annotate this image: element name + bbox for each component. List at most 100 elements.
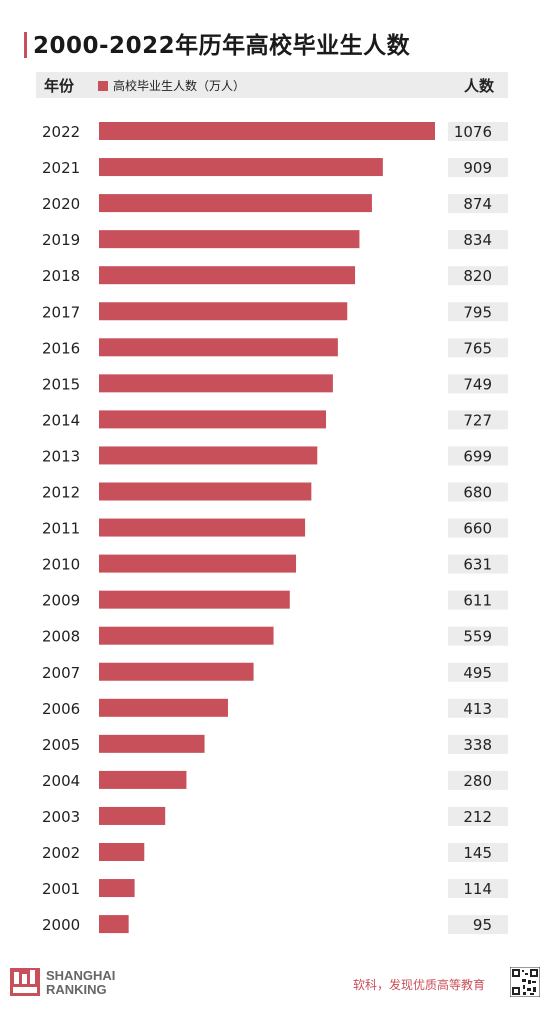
value-cell [448, 482, 508, 502]
value-label: 631 [463, 556, 492, 574]
bar-2022 [99, 122, 435, 140]
year-label: 2018 [42, 267, 80, 285]
bar-2021 [99, 158, 383, 177]
value-label: 765 [463, 339, 492, 357]
year-label: 2008 [42, 628, 80, 646]
shanghai-ranking-logo-icon [10, 968, 40, 996]
year-label: 2001 [42, 880, 80, 898]
year-label: 2002 [42, 844, 80, 862]
bar-2013 [99, 446, 318, 465]
value-label: 280 [463, 772, 492, 790]
value-cell [448, 410, 508, 430]
value-cell [448, 518, 508, 538]
value-label: 834 [463, 231, 492, 249]
value-label: 95 [473, 916, 492, 934]
value-label: 145 [463, 844, 492, 862]
value-label: 699 [463, 447, 492, 465]
bar-2014 [99, 410, 327, 429]
value-cell [448, 662, 508, 682]
year-label: 2016 [42, 339, 80, 357]
year-label: 2019 [42, 231, 80, 249]
count-column-header: 人数 [463, 77, 494, 95]
bar-2019 [99, 230, 360, 249]
value-label: 874 [463, 195, 492, 213]
value-cell [448, 158, 508, 178]
value-label: 660 [463, 520, 492, 538]
year-label: 2010 [42, 556, 80, 574]
year-label: 2006 [42, 700, 80, 718]
value-cell [448, 302, 508, 322]
bar-2011 [99, 518, 306, 537]
bar-2020 [99, 194, 372, 213]
year-label: 2004 [42, 772, 80, 790]
brand-line-2: RANKING [46, 982, 107, 997]
bar-2003 [99, 806, 166, 825]
year-label: 2009 [42, 592, 80, 610]
legend-swatch [98, 81, 108, 91]
value-cell [448, 266, 508, 286]
year-label: 2022 [42, 123, 80, 141]
value-cell [448, 698, 508, 718]
bar-2016 [99, 338, 338, 357]
value-cell [448, 554, 508, 574]
year-label: 2017 [42, 303, 80, 321]
year-label: 2014 [42, 411, 80, 429]
year-label: 2012 [42, 484, 80, 502]
value-label: 820 [463, 267, 492, 285]
value-cell [448, 806, 508, 826]
qr-code-icon [510, 967, 540, 997]
value-cell [448, 122, 508, 141]
year-column-header: 年份 [44, 77, 75, 95]
bar-2009 [99, 590, 290, 609]
bar-2005 [99, 734, 205, 753]
value-cell [448, 446, 508, 466]
value-label: 495 [463, 664, 492, 682]
value-label: 727 [463, 411, 492, 429]
year-label: 2003 [42, 808, 80, 826]
bar-2006 [99, 698, 228, 717]
year-label: 2020 [42, 195, 80, 213]
year-label: 2021 [42, 159, 80, 177]
bar-2000 [99, 915, 129, 934]
value-cell [448, 590, 508, 610]
year-label: 2007 [42, 664, 80, 682]
value-cell [448, 879, 508, 899]
year-label: 2000 [42, 916, 80, 934]
value-label: 795 [463, 303, 492, 321]
value-label: 680 [463, 484, 492, 502]
legend-label: 高校毕业生人数（万人） [113, 79, 246, 93]
bar-chart: 2022 1076 2021 909 2020 874 2019 834 2018 820 2017… [42, 122, 508, 935]
value-label: 611 [463, 592, 492, 610]
year-label: 2005 [42, 736, 80, 754]
bar-2015 [99, 374, 333, 393]
brand-line-1: SHANGHAI [46, 968, 116, 983]
value-cell [448, 734, 508, 754]
bar-2012 [99, 482, 312, 501]
bar-2007 [99, 662, 254, 681]
value-label: 338 [463, 736, 492, 754]
value-label: 114 [463, 880, 492, 898]
bar-2017 [99, 302, 348, 321]
year-label: 2015 [42, 375, 80, 393]
table-header: 年份 高校毕业生人数（万人） 人数 [36, 72, 508, 98]
value-label: 559 [463, 628, 492, 646]
value-cell [448, 194, 508, 214]
value-cell [448, 230, 508, 250]
bar-2001 [99, 879, 135, 898]
value-cell [448, 770, 508, 790]
bar-2008 [99, 626, 274, 645]
value-cell [448, 843, 508, 862]
value-label: 1076 [454, 123, 492, 141]
value-label: 212 [463, 808, 492, 826]
bar-2010 [99, 554, 297, 573]
value-cell [448, 374, 508, 394]
page-title: 2000-2022年历年高校毕业生人数 [33, 33, 411, 59]
value-label: 909 [463, 159, 492, 177]
footer-slogan: 软科，发现优质高等教育 [353, 978, 486, 992]
bar-2002 [99, 843, 145, 861]
value-cell [448, 626, 508, 646]
year-label: 2013 [42, 447, 80, 465]
value-label: 413 [463, 700, 492, 718]
title-accent-bar [24, 32, 27, 58]
bar-2004 [99, 770, 187, 789]
